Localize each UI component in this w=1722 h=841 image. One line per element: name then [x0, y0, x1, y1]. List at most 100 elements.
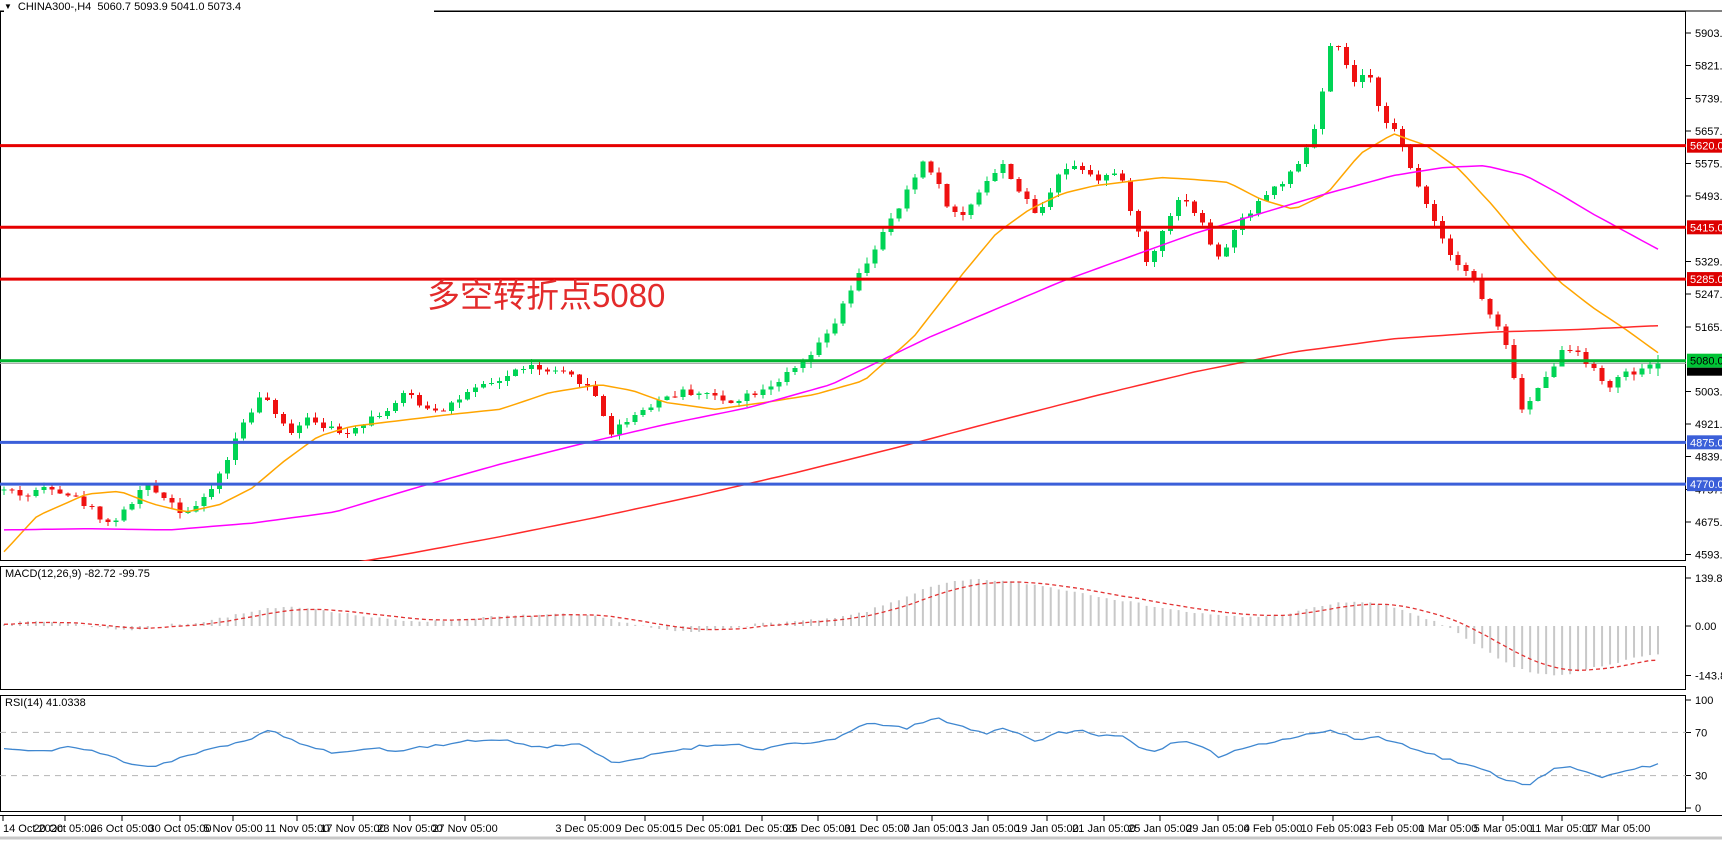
candle	[1271, 185, 1277, 200]
candle	[752, 390, 758, 398]
candle	[313, 412, 319, 425]
candle-body	[936, 172, 942, 185]
candle-body	[1287, 171, 1293, 185]
candle	[73, 492, 79, 497]
candle-body	[1519, 378, 1525, 410]
candle-body	[345, 432, 351, 434]
candlesticks	[1, 42, 1661, 527]
candle-body	[696, 393, 702, 396]
candle	[552, 366, 558, 375]
candle-body	[912, 177, 918, 190]
candle	[776, 378, 782, 392]
candle	[169, 494, 175, 508]
candle-body	[1343, 47, 1349, 65]
candle	[816, 337, 822, 358]
time-axis-label: 23 Nov 05:00	[377, 823, 442, 835]
time-axis-label: 20 Oct 05:00	[34, 823, 97, 835]
candle-body	[960, 212, 966, 215]
candle	[393, 400, 399, 414]
candle-body	[976, 192, 982, 205]
candle	[1232, 229, 1238, 253]
candle	[1567, 344, 1573, 353]
candle-body	[1008, 164, 1014, 179]
candle	[305, 412, 311, 429]
candle	[1208, 219, 1214, 246]
candle-body	[401, 392, 407, 404]
candle-body	[656, 399, 662, 408]
candle	[1343, 42, 1349, 69]
candle	[353, 425, 359, 436]
candle-body	[1136, 211, 1142, 232]
candle-body	[744, 393, 750, 402]
candle-body	[129, 504, 135, 510]
candle-body	[209, 488, 215, 498]
time-axis-label: 1 Mar 05:00	[1419, 823, 1478, 835]
dropdown-triangle-icon[interactable]: ▼	[4, 2, 12, 11]
candle-body	[896, 208, 902, 219]
candle	[760, 384, 766, 399]
price-tick-label: 5575.0	[1695, 159, 1722, 171]
macd-indicator-label: MACD(12,26,9) -82.72 -99.75	[5, 568, 150, 580]
macd-signal-line	[3, 581, 1659, 671]
candle	[952, 204, 958, 218]
candle-body	[496, 380, 502, 384]
candle	[488, 378, 494, 386]
candle	[1423, 184, 1429, 208]
candle-body	[1463, 265, 1469, 272]
price-tick-label: 5657.0	[1695, 126, 1722, 138]
time-axis-label: 10 Feb 05:00	[1301, 823, 1366, 835]
ma-slow-red	[358, 324, 1659, 561]
candle	[472, 384, 478, 397]
candle	[536, 359, 542, 375]
candle	[233, 432, 239, 466]
candle-body	[225, 459, 231, 474]
candle	[544, 367, 550, 375]
candle-body	[1319, 91, 1325, 129]
candle-body	[632, 414, 638, 422]
price-level-badge-bg	[1687, 220, 1722, 235]
candle-body	[872, 249, 878, 264]
candle-body	[249, 412, 255, 423]
candle-body	[1263, 194, 1269, 201]
candle	[1096, 170, 1102, 185]
candle-body	[105, 519, 111, 523]
candle	[1327, 43, 1333, 92]
candle-body	[584, 383, 590, 386]
rsi-axis-label: 0	[1695, 803, 1701, 815]
candle	[1503, 323, 1509, 349]
candle	[145, 484, 151, 496]
candle	[920, 160, 926, 179]
candle-body	[576, 374, 582, 384]
time-axis-label: 7 Jan 05:00	[903, 823, 961, 835]
candle-body	[824, 333, 830, 343]
candle	[1295, 160, 1301, 173]
candle	[928, 160, 934, 175]
candle	[1479, 273, 1485, 301]
candle-body	[193, 506, 199, 512]
price-level-badge: 5620.0	[1687, 138, 1722, 153]
candle-body	[1639, 368, 1645, 375]
candle-body	[41, 486, 47, 490]
time-axis-label: 21 Dec 05:00	[729, 823, 794, 835]
rsi-axis-label: 30	[1695, 771, 1707, 783]
candle-body	[1631, 371, 1637, 375]
candle-body	[944, 184, 950, 207]
candle-body	[832, 323, 838, 334]
candle-body	[1415, 168, 1421, 187]
candle	[249, 408, 255, 425]
time-axis-label: 5 Mar 05:00	[1474, 823, 1533, 835]
candle	[568, 370, 574, 378]
candle	[65, 492, 71, 498]
candle-body	[536, 364, 542, 370]
candle	[448, 400, 454, 414]
time-axis-label: 25 Jan 05:00	[1128, 823, 1192, 835]
candle-body	[1431, 204, 1437, 221]
candle-body	[808, 354, 814, 363]
candle	[1279, 181, 1285, 191]
price-tick-label: 4593.0	[1695, 550, 1722, 562]
time-axis-label: 15 Dec 05:00	[670, 823, 735, 835]
candle-body	[153, 485, 159, 493]
price-tick-label: 5003.0	[1695, 386, 1722, 398]
candle-body	[217, 473, 223, 489]
